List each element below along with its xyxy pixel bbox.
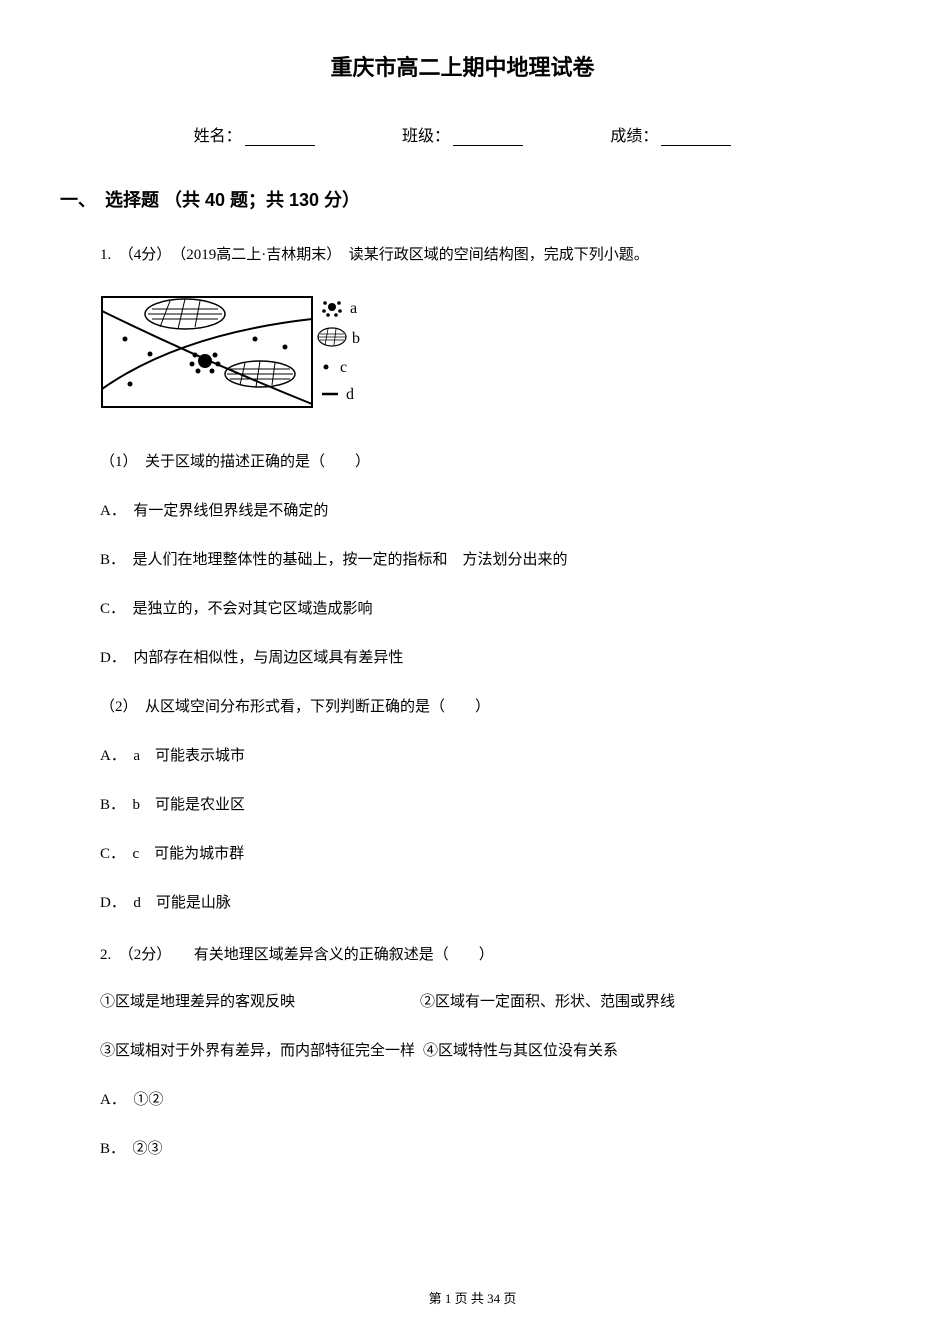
q1-sub1-optC: C． 是独立的，不会对其它区域造成影响 xyxy=(100,596,865,623)
svg-text:a: a xyxy=(350,300,357,317)
q2-stem: 2. （2分） 有关地理区域差异含义的正确叙述是（ ） xyxy=(100,942,865,969)
name-field: 姓名： xyxy=(194,122,315,146)
name-label: 姓名： xyxy=(194,122,242,146)
class-underline xyxy=(453,145,523,146)
q2-statements-row1: ①区域是地理差异的客观反映 ②区域有一定面积、形状、范围或界线 xyxy=(100,989,865,1016)
page-title: 重庆市高二上期中地理试卷 xyxy=(60,50,865,82)
q2-stmt3: ③区域相对于外界有差异，而内部特征完全一样 xyxy=(100,1038,415,1065)
q1-sub1-optD: D． 内部存在相似性，与周边区域具有差异性 xyxy=(100,645,865,672)
q1-sub2-optB: B． b 可能是农业区 xyxy=(100,792,865,819)
q1-diagram: a b c d xyxy=(100,289,865,424)
q2-stmt4: ④区域特性与其区位没有关系 xyxy=(423,1038,618,1065)
q1-sub1-optB: B． 是人们在地理整体性的基础上，按一定的指标和 方法划分出来的 xyxy=(100,547,865,574)
q1-stem: 1. （4分） （2019高二上·吉林期末） 读某行政区域的空间结构图，完成下列… xyxy=(100,242,865,269)
q1-sub1-optA: A． 有一定界线但界线是不确定的 xyxy=(100,498,865,525)
class-field: 班级： xyxy=(402,122,523,146)
class-label: 班级： xyxy=(402,122,450,146)
spatial-structure-diagram: a b c d xyxy=(100,289,370,419)
q1-sub2-optD: D． d 可能是山脉 xyxy=(100,890,865,917)
question-2: 2. （2分） 有关地理区域差异含义的正确叙述是（ ） ①区域是地理差异的客观反… xyxy=(100,942,865,1163)
svg-text:d: d xyxy=(346,386,354,403)
q2-stmt1: ①区域是地理差异的客观反映 xyxy=(100,989,420,1016)
q2-optB: B． ②③ xyxy=(100,1136,865,1163)
svg-text:b: b xyxy=(352,330,360,347)
page-footer: 第 1 页 共 34 页 xyxy=(0,1288,945,1307)
name-underline xyxy=(245,145,315,146)
section-1-header: 一、 选择题 （共 40 题；共 130 分） xyxy=(60,186,865,212)
score-label: 成绩： xyxy=(610,122,658,146)
q2-stmt2: ②区域有一定面积、形状、范围或界线 xyxy=(420,989,675,1016)
q1-sub1: （1） 关于区域的描述正确的是（ ） xyxy=(100,449,865,476)
score-field: 成绩： xyxy=(610,122,731,146)
q2-statements-row2: ③区域相对于外界有差异，而内部特征完全一样 ④区域特性与其区位没有关系 xyxy=(100,1038,865,1065)
student-info-row: 姓名： 班级： 成绩： xyxy=(60,122,865,146)
question-1: 1. （4分） （2019高二上·吉林期末） 读某行政区域的空间结构图，完成下列… xyxy=(100,242,865,917)
q1-sub2-optC: C． c 可能为城市群 xyxy=(100,841,865,868)
svg-text:c: c xyxy=(340,359,347,376)
q1-sub2: （2） 从区域空间分布形式看，下列判断正确的是（ ） xyxy=(100,694,865,721)
score-underline xyxy=(661,145,731,146)
q1-sub2-optA: A． a 可能表示城市 xyxy=(100,743,865,770)
q2-optA: A． ①② xyxy=(100,1087,865,1114)
